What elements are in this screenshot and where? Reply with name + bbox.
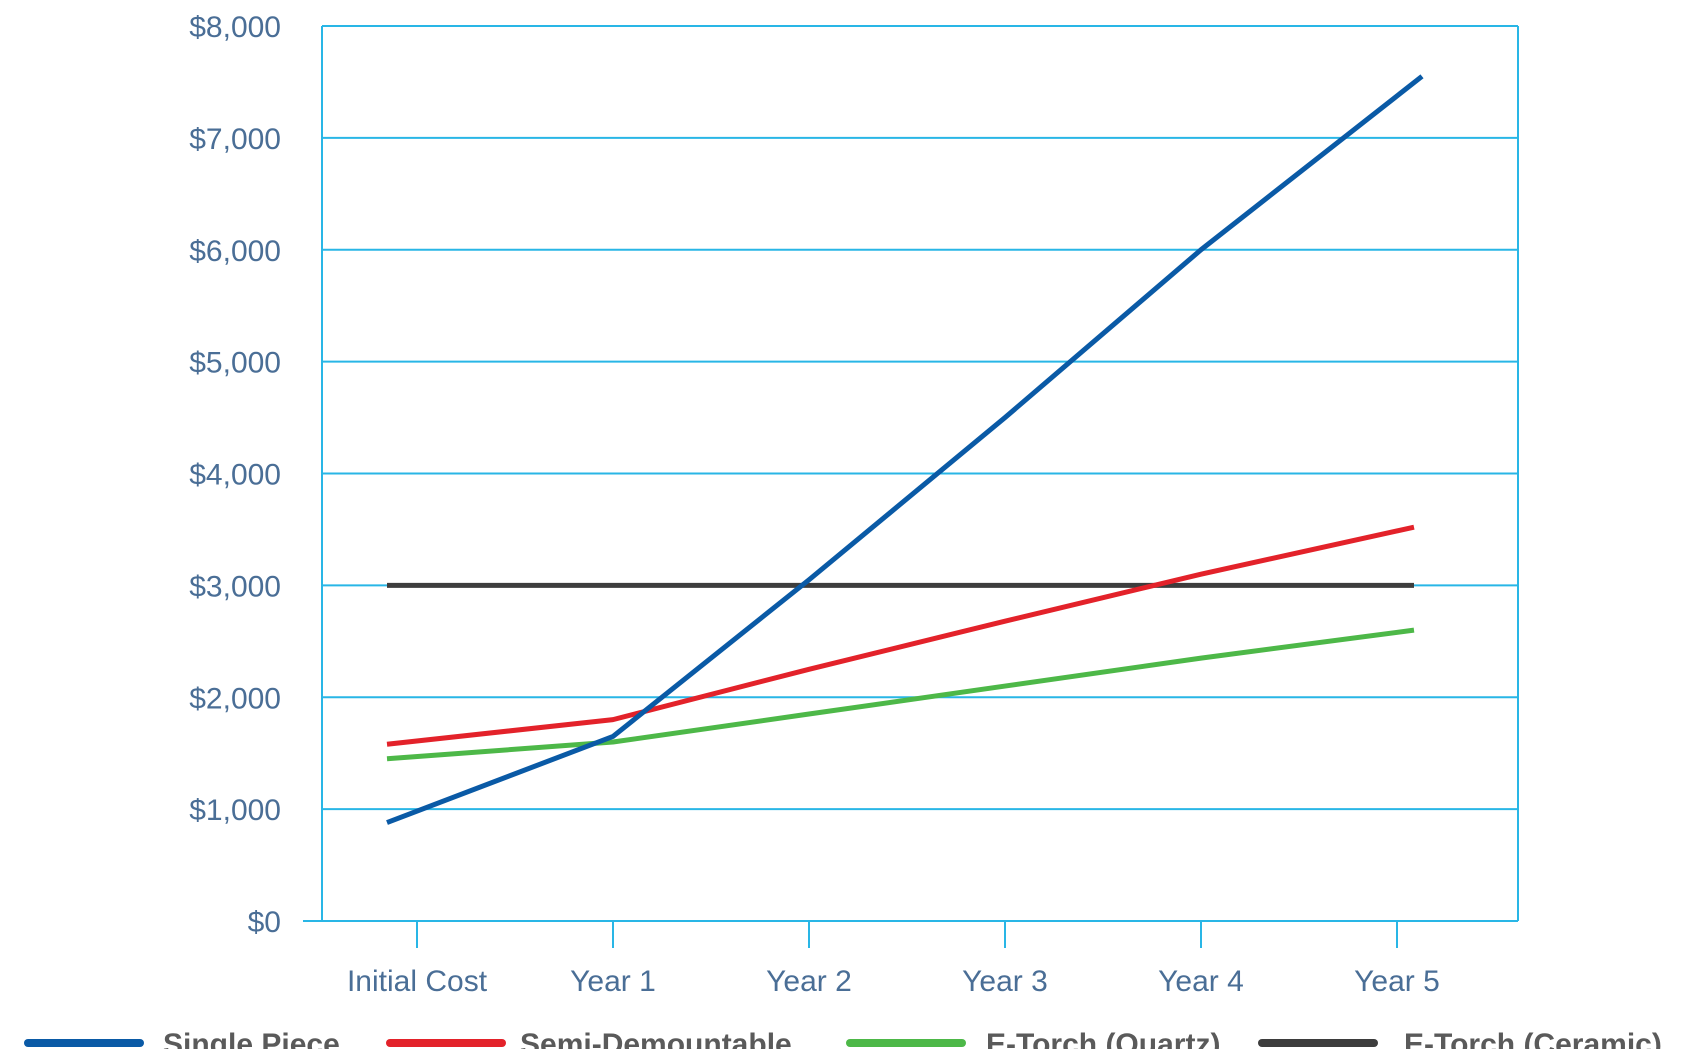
x-tick-label: Year 3 <box>962 965 1048 998</box>
series-layer <box>386 74 1424 825</box>
y-tick-label: $8,000 <box>189 11 281 44</box>
x-tick-label: Year 4 <box>1158 965 1244 998</box>
axis-layer <box>303 26 1519 948</box>
legend-label-single-piece: Single Piece <box>163 1028 340 1049</box>
series-line-single-piece <box>386 74 1424 825</box>
y-tick-label: $6,000 <box>189 235 281 268</box>
legend-label-semi-demountable: Semi-Demountable <box>520 1028 792 1049</box>
x-tick-label: Year 5 <box>1354 965 1440 998</box>
x-tick-label: Year 1 <box>570 965 656 998</box>
y-tick-label: $2,000 <box>189 682 281 715</box>
legend: Single Piece Semi-Demountable E-Torch (Qua… <box>24 1028 1662 1054</box>
series-line-e-torch-quartz <box>386 627 1415 762</box>
y-tick-label: $4,000 <box>189 459 281 492</box>
series-line-semi-demountable <box>386 524 1415 747</box>
y-tick-label: $3,000 <box>189 570 281 603</box>
legend-label-e-torch-quartz: E-Torch (Quartz) <box>986 1028 1220 1049</box>
legend-label-e-torch-ceramic: E-Torch (Ceramic) <box>1404 1028 1662 1049</box>
y-tick-label: $0 <box>248 906 281 939</box>
x-tick-label: Initial Cost <box>347 965 488 998</box>
y-tick-labels: $0 $1,000 $2,000 $3,000 $4,000 $5,000 $6,000 $7… <box>189 11 281 939</box>
y-tick-label: $1,000 <box>189 794 281 827</box>
y-tick-label: $5,000 <box>189 347 281 380</box>
x-tick-label: Year 2 <box>766 965 852 998</box>
x-tick-labels: Initial Cost Year 1 Year 2 Year 3 Year 4 Year… <box>347 965 1440 998</box>
y-tick-label: $7,000 <box>189 123 281 156</box>
